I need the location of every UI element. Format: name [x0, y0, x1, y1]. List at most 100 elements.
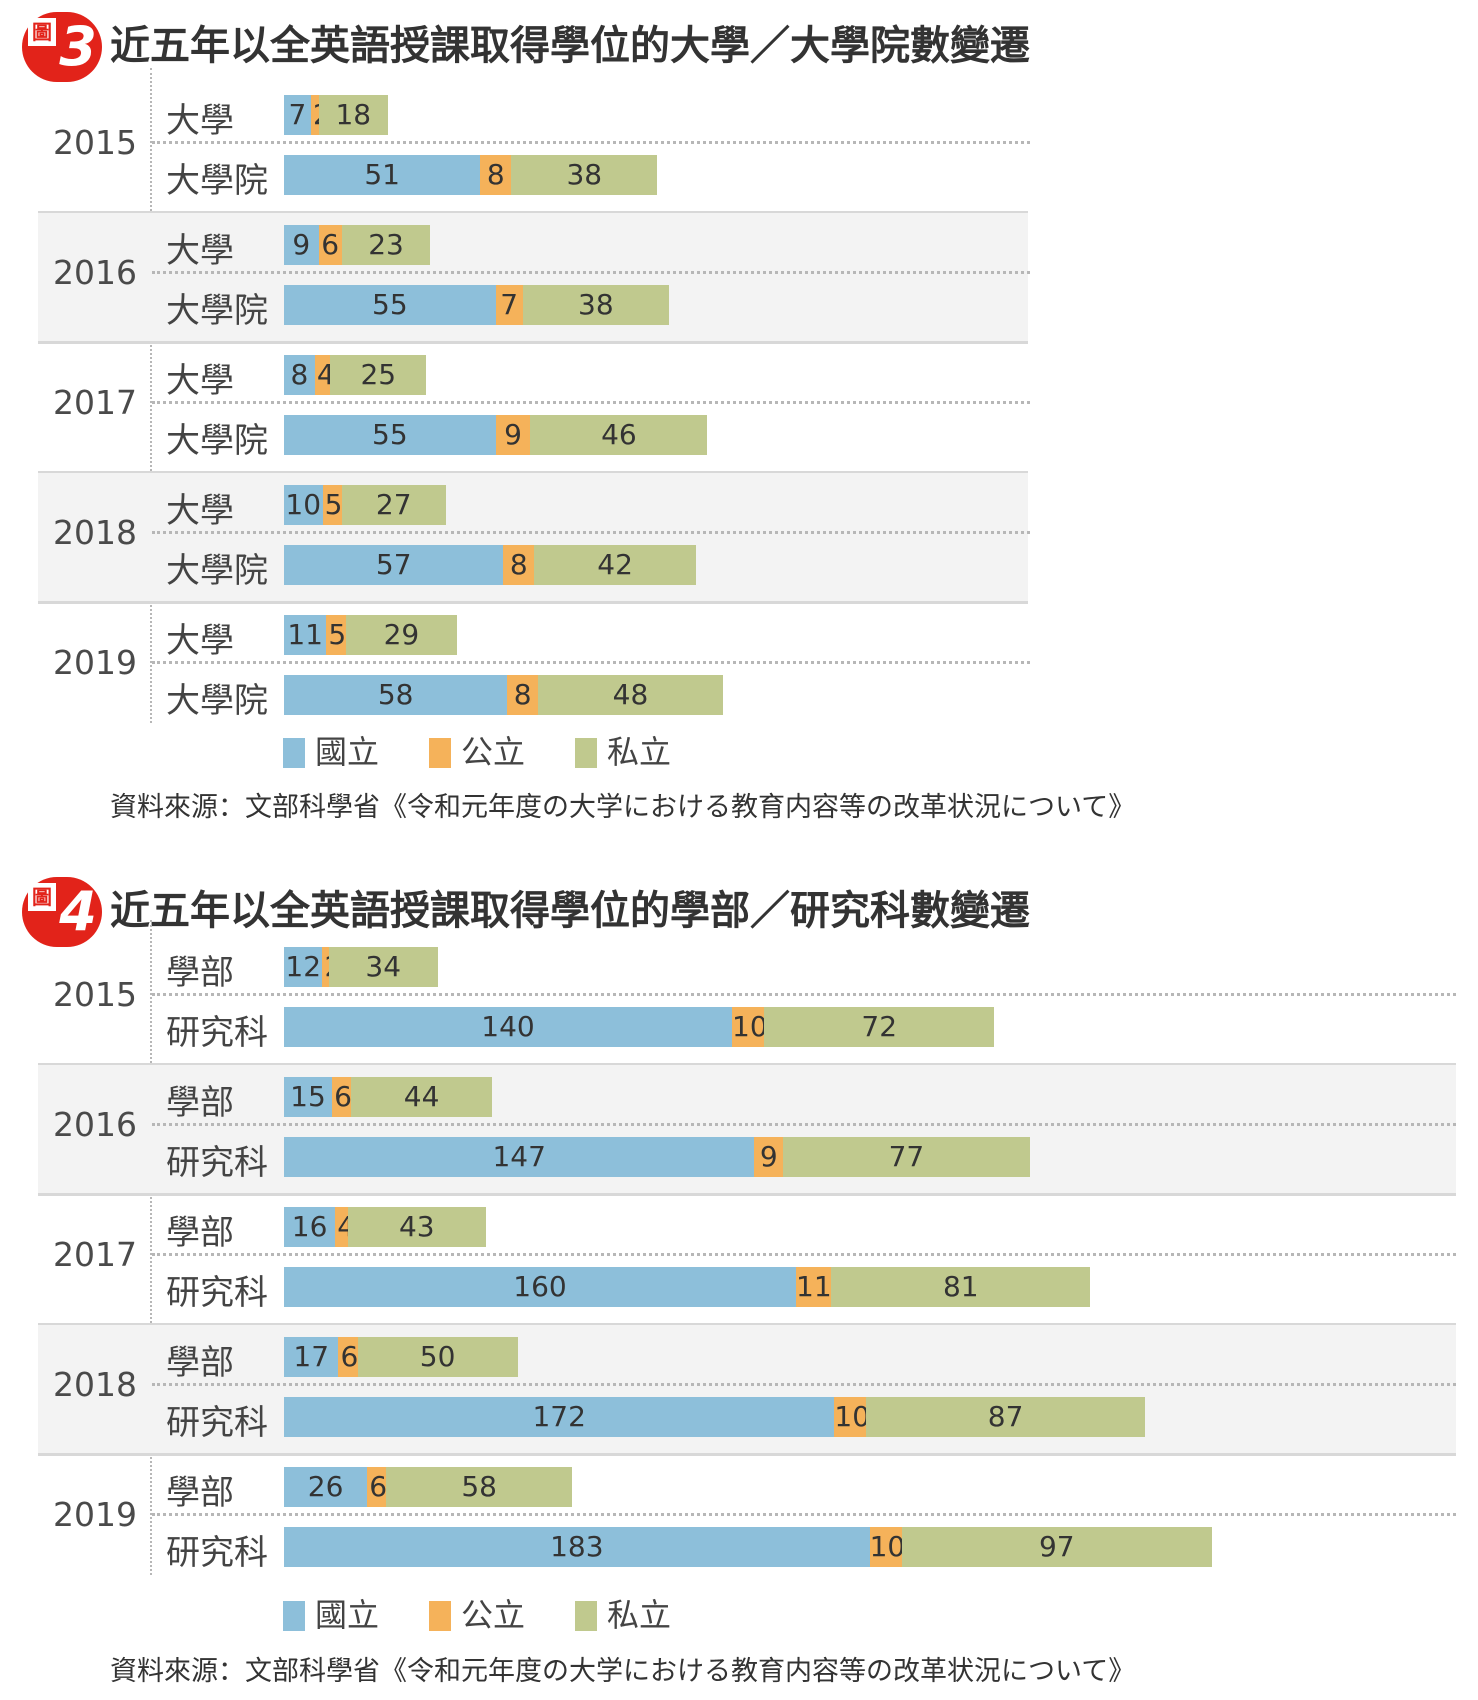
bar-value-label: 10: [834, 1400, 871, 1433]
bar-value-label: 9: [759, 1140, 778, 1173]
bar-segment-private: [341, 225, 431, 265]
bar-value-label: 25: [360, 358, 397, 391]
bar-segment-national: [284, 355, 315, 395]
bar-value-label: 6: [369, 1470, 388, 1503]
bar-segment-national: [284, 1527, 870, 1567]
data-source: 資料來源：文部科學省《令和元年度の大学における教育内容等の改革状況について》: [110, 1656, 1136, 1687]
bar-value-label: 8: [486, 158, 505, 191]
row-divider: [152, 401, 1030, 404]
bar-segment-private: [538, 675, 723, 715]
bar-value-label: 9: [504, 418, 522, 451]
legend-swatch: [575, 1601, 597, 1631]
bar-segment-national: [284, 947, 323, 987]
bar-segment-private: [357, 1337, 518, 1377]
bar-value-label: 44: [403, 1080, 440, 1113]
bar-segment-national: [284, 1137, 755, 1177]
year-label: 2019: [53, 643, 137, 682]
year-label: 2016: [53, 1105, 137, 1144]
year-label: 2018: [53, 513, 137, 552]
bar-value-label: 12: [285, 950, 322, 983]
category-label: 大學院: [166, 421, 268, 461]
legend-swatch: [283, 1601, 305, 1631]
bar-segment-public: [326, 615, 346, 655]
figure-badge-prefix: 圖: [28, 883, 56, 911]
bar-segment-national: [284, 155, 481, 195]
bar-segment-public: [495, 285, 523, 325]
bar-segment-public: [332, 1077, 352, 1117]
year-label: 2015: [53, 975, 137, 1014]
bar-value-label: 7: [288, 98, 307, 131]
year-separator: [38, 341, 1028, 344]
legend-label: 私立: [607, 1596, 672, 1634]
bar-segment-national: [284, 675, 508, 715]
bar-segment-public: [335, 1207, 348, 1247]
bar-segment-national: [284, 1077, 332, 1117]
axis-line: [150, 920, 152, 1575]
bar-value-label: 15: [290, 1080, 326, 1113]
category-label: 學部: [166, 1213, 234, 1253]
row-divider: [152, 1253, 1456, 1256]
row-divider: [152, 661, 1030, 664]
bar-segment-private: [345, 615, 458, 655]
bar-value-label: 17: [293, 1340, 330, 1373]
bar-value-label: 43: [398, 1210, 435, 1243]
bar-segment-public: [834, 1397, 867, 1437]
category-label: 大學: [166, 491, 234, 531]
bar-value-label: 6: [321, 228, 340, 261]
bar-segment-public: [507, 675, 539, 715]
year-label: 2017: [53, 383, 137, 422]
bar-value-label: 57: [375, 548, 412, 581]
bar-segment-private: [783, 1137, 1030, 1177]
figure-badge-prefix: 圖: [28, 18, 56, 46]
bar-value-label: 172: [532, 1400, 586, 1433]
bar-segment-national: [284, 1467, 368, 1507]
chart-title: 近五年以全英語授課取得學位的學部／研究科數變遷: [110, 888, 1030, 934]
bar-segment-private: [341, 485, 446, 525]
figure-badge-number: 3: [59, 15, 97, 78]
chart-title: 近五年以全英語授課取得學位的大學／大學院數變遷: [110, 23, 1030, 69]
bar-segment-private: [328, 947, 438, 987]
bar-segment-public: [796, 1267, 832, 1307]
bar-segment-national: [284, 485, 323, 525]
axis-line: [150, 68, 152, 723]
year-separator: [38, 1063, 1456, 1066]
bar-value-label: 10: [732, 1010, 768, 1043]
figure-badge: 圖 4: [22, 877, 102, 947]
bar-segment-public: [310, 95, 319, 135]
year-separator: [38, 1453, 1456, 1456]
bar-segment-national: [284, 1207, 336, 1247]
legend-label: 國立: [315, 733, 380, 771]
bar-segment-private: [522, 285, 669, 325]
bar-segment-national: [284, 225, 319, 265]
bar-segment-national: [284, 545, 504, 585]
category-label: 大學院: [166, 681, 268, 721]
bar-value-label: 87: [987, 1400, 1024, 1433]
bar-value-label: 58: [461, 1470, 497, 1503]
bar-value-label: 8: [290, 358, 309, 391]
year-separator: [38, 1323, 1456, 1326]
category-label: 大學院: [166, 161, 268, 201]
bar-segment-public: [754, 1137, 784, 1177]
bar-segment-national: [284, 615, 327, 655]
bar-segment-public: [338, 1337, 358, 1377]
legend-swatch: [283, 738, 305, 768]
bar-value-label: 6: [340, 1340, 359, 1373]
bar-value-label: 55: [372, 418, 408, 451]
bar-value-label: 18: [335, 98, 372, 131]
bar-value-label: 6: [334, 1080, 352, 1113]
bar-value-label: 160: [513, 1270, 567, 1303]
bar-segment-public: [322, 947, 329, 987]
bar-value-label: 50: [419, 1340, 456, 1373]
bar-value-label: 38: [566, 158, 603, 191]
bar-segment-private: [330, 355, 427, 395]
category-label: 研究科: [166, 1013, 268, 1053]
bar-segment-private: [901, 1527, 1212, 1567]
bar-value-label: 48: [612, 678, 649, 711]
bar-segment-public: [318, 225, 342, 265]
category-label: 大學院: [166, 551, 268, 591]
row-divider: [152, 531, 1030, 534]
bar-value-label: 97: [1038, 1530, 1075, 1563]
bar-segment-national: [284, 1007, 732, 1047]
bar-segment-private: [866, 1397, 1145, 1437]
bar-segment-public: [495, 415, 531, 455]
